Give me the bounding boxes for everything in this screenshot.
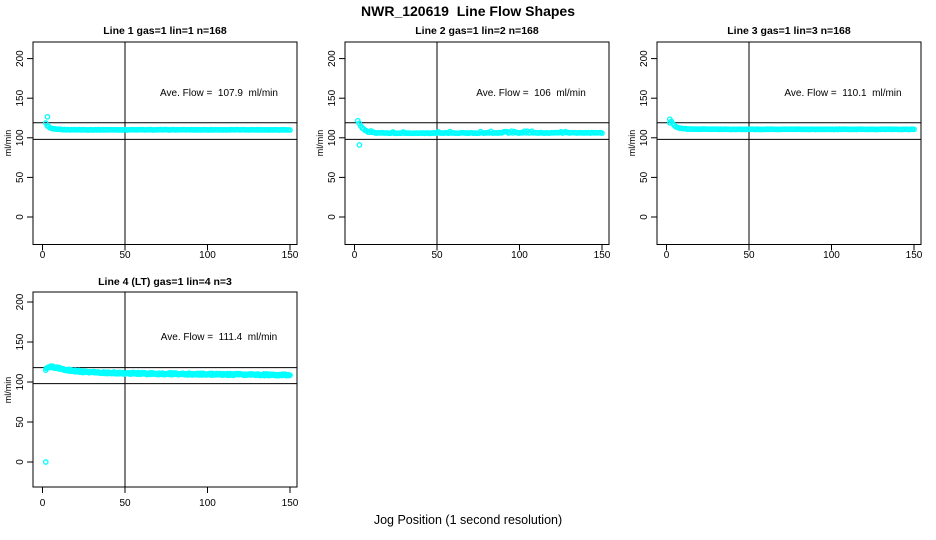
outlier-point bbox=[42, 459, 49, 465]
x-tick-label: 150 bbox=[906, 250, 923, 261]
subplot-line-1: Line 1 gas=1 lin=1 n=168 Ave. Flow = 107… bbox=[3, 25, 299, 261]
data-points bbox=[42, 113, 293, 133]
y-tick-label: 50 bbox=[15, 416, 26, 428]
y-tick-label: 100 bbox=[15, 373, 26, 390]
data-points bbox=[666, 116, 917, 133]
data-points bbox=[354, 117, 605, 148]
subplot-title: Line 3 gas=1 lin=3 n=168 bbox=[727, 25, 851, 37]
x-tick-label: 50 bbox=[431, 250, 443, 261]
y-tick-label: 50 bbox=[327, 171, 338, 183]
y-tick-label: 150 bbox=[639, 89, 650, 106]
y-tick-label: 0 bbox=[639, 214, 650, 220]
x-axis-ticks: 0 50 100 150 bbox=[352, 244, 611, 261]
x-axis-ticks: 0 50 100 150 bbox=[664, 244, 923, 261]
y-tick-label: 150 bbox=[15, 333, 26, 350]
y-tick-label: 0 bbox=[15, 214, 26, 220]
x-axis-ticks: 0 50 100 150 bbox=[40, 487, 299, 509]
x-tick-label: 150 bbox=[594, 250, 611, 261]
y-tick-label: 200 bbox=[327, 50, 338, 67]
y-tick-label: 150 bbox=[15, 89, 26, 106]
main-title: NWR_120619 Line Flow Shapes bbox=[361, 3, 575, 19]
y-tick-label: 200 bbox=[639, 50, 650, 67]
plot-border bbox=[656, 41, 922, 245]
y-tick-label: 100 bbox=[639, 129, 650, 146]
subplot-title: Line 2 gas=1 lin=2 n=168 bbox=[415, 25, 539, 37]
y-tick-label: 50 bbox=[15, 171, 26, 183]
y-axis-label: ml/min bbox=[3, 377, 13, 404]
x-tick-label: 100 bbox=[823, 250, 840, 261]
ave-flow-annotation: Ave. Flow = 106 ml/min bbox=[476, 88, 586, 99]
y-axis-ticks: 0 50 100 150 200 bbox=[639, 50, 657, 220]
plot-border bbox=[32, 291, 298, 488]
x-tick-label: 50 bbox=[119, 250, 131, 261]
x-tick-label: 0 bbox=[40, 498, 46, 509]
ave-flow-annotation: Ave. Flow = 111.4 ml/min bbox=[161, 332, 277, 343]
y-axis-ticks: 0 50 100 150 200 bbox=[327, 50, 345, 220]
plot-border bbox=[32, 41, 298, 245]
y-axis-label: ml/min bbox=[3, 130, 13, 157]
x-tick-label: 0 bbox=[664, 250, 670, 261]
x-tick-label: 150 bbox=[282, 498, 299, 509]
x-tick-label: 150 bbox=[282, 250, 299, 261]
outlier-point bbox=[44, 113, 51, 120]
x-tick-label: 0 bbox=[40, 250, 46, 261]
y-tick-label: 150 bbox=[327, 89, 338, 106]
y-axis-label: ml/min bbox=[627, 130, 637, 157]
ave-flow-annotation: Ave. Flow = 107.9 ml/min bbox=[160, 88, 278, 99]
y-tick-label: 100 bbox=[327, 129, 338, 146]
x-tick-label: 50 bbox=[119, 498, 131, 509]
outlier-point bbox=[666, 119, 673, 126]
data-points bbox=[42, 363, 293, 465]
x-tick-label: 100 bbox=[199, 498, 216, 509]
y-tick-label: 50 bbox=[639, 171, 650, 183]
plot-border bbox=[344, 41, 610, 245]
subplot-title: Line 4 (LT) gas=1 lin=4 n=3 bbox=[98, 276, 232, 288]
x-axis-ticks: 0 50 100 150 bbox=[40, 244, 299, 261]
y-tick-label: 200 bbox=[15, 50, 26, 67]
subplot-line-4: Line 4 (LT) gas=1 lin=4 n=3 Ave. Flow = … bbox=[3, 276, 299, 509]
x-tick-label: 50 bbox=[743, 250, 755, 261]
y-tick-label: 0 bbox=[15, 459, 26, 465]
subplot-line-2: Line 2 gas=1 lin=2 n=168 Ave. Flow = 106… bbox=[315, 25, 611, 261]
y-axis-label: ml/min bbox=[315, 130, 325, 157]
outlier-point bbox=[356, 142, 363, 148]
x-tick-label: 100 bbox=[199, 250, 216, 261]
y-tick-label: 200 bbox=[15, 293, 26, 310]
x-tick-label: 100 bbox=[511, 250, 528, 261]
x-axis-shared-label: Jog Position (1 second resolution) bbox=[373, 513, 563, 527]
x-tick-label: 0 bbox=[352, 250, 358, 261]
y-axis-ticks: 0 50 100 150 200 bbox=[15, 50, 33, 220]
y-axis-ticks: 0 50 100 150 200 bbox=[15, 293, 33, 465]
ave-flow-annotation: Ave. Flow = 110.1 ml/min bbox=[784, 88, 901, 99]
subplot-line-3: Line 3 gas=1 lin=3 n=168 Ave. Flow = 110… bbox=[627, 25, 923, 261]
subplot-title: Line 1 gas=1 lin=1 n=168 bbox=[103, 25, 227, 37]
y-tick-label: 100 bbox=[15, 129, 26, 146]
y-tick-label: 0 bbox=[327, 214, 338, 220]
